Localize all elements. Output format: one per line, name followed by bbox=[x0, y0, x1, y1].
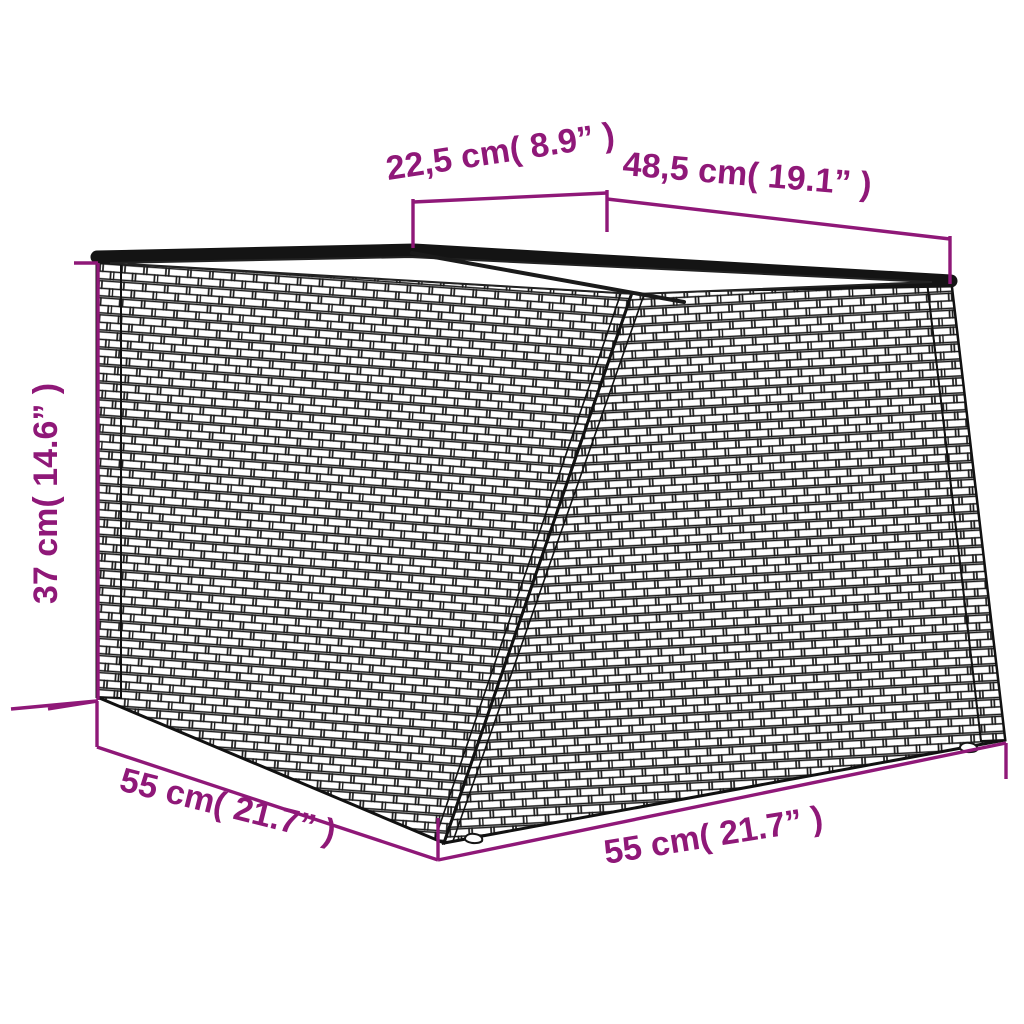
svg-text:37 cm( 14.6” ): 37 cm( 14.6” ) bbox=[27, 383, 65, 604]
